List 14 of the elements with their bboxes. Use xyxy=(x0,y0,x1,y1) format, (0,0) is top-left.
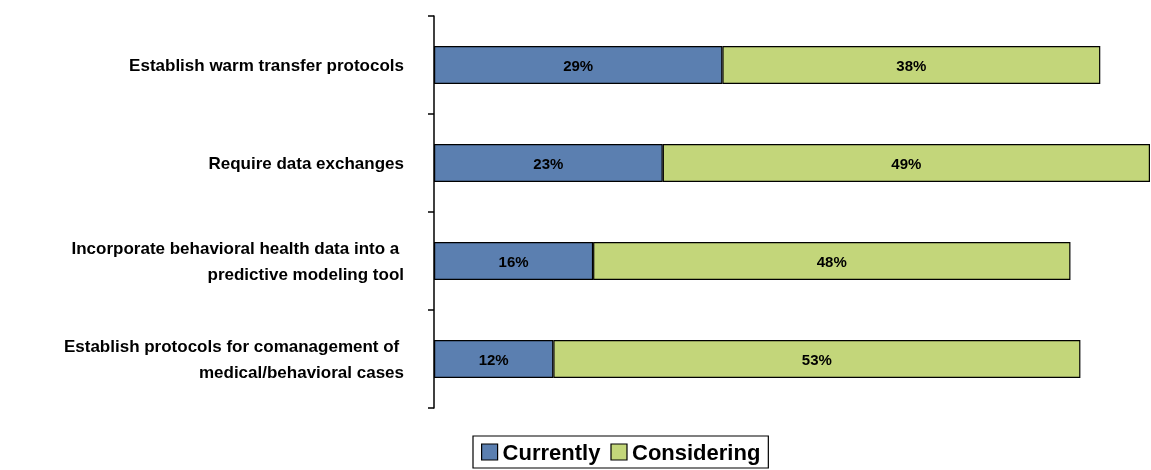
y-tick-label: Incorporate behavioral health data into a predictive modeling tool xyxy=(71,238,404,284)
data-label: 16% xyxy=(498,252,529,270)
data-label: 49% xyxy=(891,154,922,172)
data-label: 23% xyxy=(533,154,564,172)
legend-label: Currently xyxy=(502,439,602,465)
data-label: 29% xyxy=(563,56,594,74)
data-label: 38% xyxy=(896,56,927,74)
y-tick-label: Establish protocols for comanagement of medical/behavioral cases xyxy=(63,336,404,382)
data-label: 48% xyxy=(816,252,847,270)
y-tick-label: Establish warm transfer protocols xyxy=(129,55,404,75)
data-label: 53% xyxy=(801,350,832,368)
legend-label: Considering xyxy=(632,439,761,465)
data-label: 12% xyxy=(478,350,509,368)
y-tick-label: Require data exchanges xyxy=(208,153,404,173)
